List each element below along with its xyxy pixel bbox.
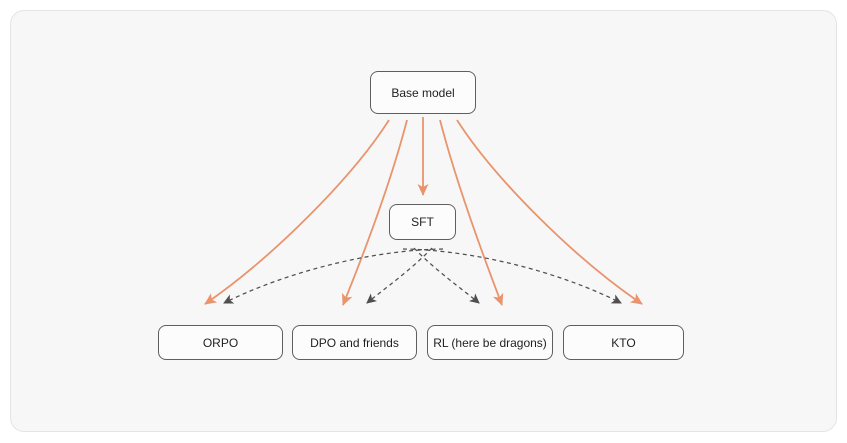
node-kto: KTO — [563, 325, 684, 360]
node-orpo: ORPO — [158, 325, 283, 360]
node-base-model: Base model — [370, 71, 476, 114]
node-rl-here-be-dragons: RL (here be dragons) — [427, 325, 553, 360]
node-orpo-label: ORPO — [202, 335, 239, 350]
node-sft: SFT — [389, 204, 456, 240]
node-sft-label: SFT — [411, 215, 434, 229]
node-rl-here-be-dragons-label: RL (here be dragons) — [433, 335, 547, 350]
node-dpo-and-friends: DPO and friends — [292, 325, 417, 360]
node-dpo-and-friends-label: DPO and friends — [310, 335, 399, 350]
node-kto-label: KTO — [611, 335, 636, 350]
node-base-model-label: Base model — [391, 85, 455, 100]
